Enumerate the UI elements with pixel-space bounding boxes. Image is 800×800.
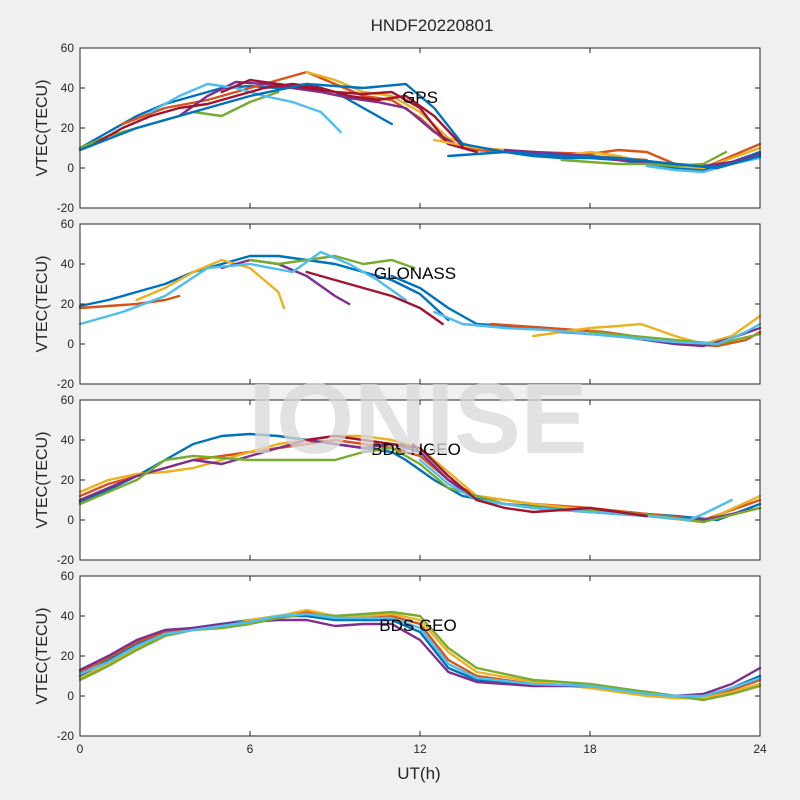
series-line <box>78 294 181 310</box>
series-line <box>532 314 762 346</box>
series-line <box>418 458 733 522</box>
plot-area <box>80 224 760 384</box>
subplot-2: -20 0 20 40 60 VTEC(TECU) GLONASS <box>34 217 762 391</box>
subplot-3: -20 0 20 40 60 VTEC(TECU) BDS NGEO <box>34 393 762 567</box>
subplot-1: -20 0 20 40 60 VTEC(TECU) GPS <box>34 41 762 215</box>
y-tick-label: 40 <box>61 609 75 623</box>
y-tick-label: 0 <box>67 337 74 351</box>
series-line <box>92 82 464 148</box>
series-line <box>305 434 648 518</box>
y-axis-label: VTEC(TECU) <box>34 432 51 529</box>
plot-area <box>80 400 760 560</box>
y-tick-label: 20 <box>61 297 75 311</box>
series-line <box>78 612 762 698</box>
series-line <box>560 150 728 168</box>
y-tick-label: 0 <box>67 513 74 527</box>
x-tick-label: 12 <box>413 742 427 756</box>
y-tick-label: 20 <box>61 473 75 487</box>
y-tick-label: 0 <box>67 161 74 175</box>
series-line <box>588 330 762 346</box>
y-axis-label: VTEC(TECU) <box>34 608 51 705</box>
series-line <box>78 82 762 170</box>
panel-annotation: BDS NGEO <box>371 440 461 459</box>
panel-annotation: BDS GEO <box>379 616 456 635</box>
x-axis-label: UT(h) <box>397 764 440 783</box>
series-line <box>78 254 450 322</box>
y-tick-label: -20 <box>57 377 75 391</box>
y-tick-label: 60 <box>61 41 75 55</box>
y-tick-label: 60 <box>61 217 75 231</box>
x-tick-label: 6 <box>247 742 254 756</box>
figure-title: HNDF20220801 <box>371 16 494 35</box>
y-tick-label: 60 <box>61 393 75 407</box>
y-tick-label: 40 <box>61 81 75 95</box>
y-tick-label: -20 <box>57 201 75 215</box>
series-line <box>248 254 416 270</box>
y-axis-label: VTEC(TECU) <box>34 256 51 353</box>
y-tick-label: 20 <box>61 649 75 663</box>
series-line <box>433 310 762 346</box>
x-tick-label: 0 <box>77 742 84 756</box>
series-line <box>305 270 444 326</box>
plot-area <box>80 48 760 208</box>
y-tick-label: -20 <box>57 553 75 567</box>
series-line <box>78 250 407 326</box>
y-axis-label: VTEC(TECU) <box>34 80 51 177</box>
y-tick-label: 0 <box>67 689 74 703</box>
y-tick-label: -20 <box>57 729 75 743</box>
y-tick-label: 40 <box>61 433 75 447</box>
series-line <box>503 148 762 168</box>
plot-area <box>80 576 760 736</box>
watermark: IONISE <box>249 363 588 475</box>
y-tick-label: 40 <box>61 257 75 271</box>
series-line <box>220 78 478 154</box>
series-line <box>220 258 351 306</box>
panel-annotation: GPS <box>402 88 438 107</box>
x-tick-label: 24 <box>753 742 767 756</box>
y-tick-label: 60 <box>61 569 75 583</box>
series-line <box>135 258 286 310</box>
panel-annotation: GLONASS <box>374 264 456 283</box>
x-tick-label: 18 <box>583 742 597 756</box>
y-tick-label: 20 <box>61 121 75 135</box>
